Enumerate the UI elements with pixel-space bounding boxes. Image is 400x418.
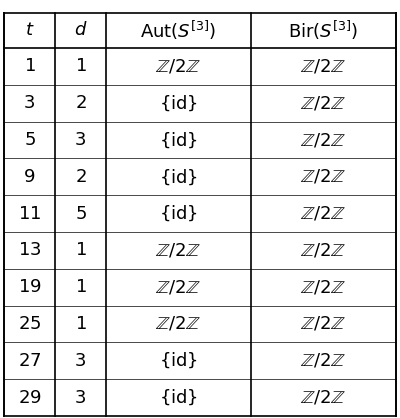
Text: $3$: $3$: [74, 131, 86, 149]
Text: $19$: $19$: [18, 278, 41, 296]
Text: $\mathbb{Z}/2\mathbb{Z}$: $\mathbb{Z}/2\mathbb{Z}$: [300, 57, 346, 76]
Text: $\mathbb{Z}/2\mathbb{Z}$: $\mathbb{Z}/2\mathbb{Z}$: [300, 388, 346, 407]
Text: $\mathbb{Z}/2\mathbb{Z}$: $\mathbb{Z}/2\mathbb{Z}$: [300, 168, 346, 186]
Text: $t$: $t$: [25, 21, 34, 39]
Text: $3$: $3$: [74, 352, 86, 370]
Text: $3$: $3$: [74, 388, 86, 407]
Text: $5$: $5$: [74, 204, 86, 223]
Text: $\mathbb{Z}/2\mathbb{Z}$: $\mathbb{Z}/2\mathbb{Z}$: [300, 315, 346, 333]
Text: $\mathbb{Z}/2\mathbb{Z}$: $\mathbb{Z}/2\mathbb{Z}$: [156, 241, 202, 260]
Text: $1$: $1$: [74, 57, 86, 76]
Text: $1$: $1$: [24, 57, 35, 76]
Text: $\mathrm{Bir}(S^{[3]})$: $\mathrm{Bir}(S^{[3]})$: [288, 19, 358, 42]
Text: $1$: $1$: [74, 241, 86, 260]
Text: $\{\mathrm{id}\}$: $\{\mathrm{id}\}$: [159, 130, 198, 150]
Text: $\mathbb{Z}/2\mathbb{Z}$: $\mathbb{Z}/2\mathbb{Z}$: [300, 94, 346, 112]
Text: $\{\mathrm{id}\}$: $\{\mathrm{id}\}$: [159, 351, 198, 370]
Text: $\{\mathrm{id}\}$: $\{\mathrm{id}\}$: [159, 204, 198, 223]
Text: $\mathbb{Z}/2\mathbb{Z}$: $\mathbb{Z}/2\mathbb{Z}$: [156, 278, 202, 296]
Text: $1$: $1$: [74, 278, 86, 296]
Text: $27$: $27$: [18, 352, 41, 370]
Text: $1$: $1$: [74, 315, 86, 333]
Text: $\mathrm{Aut}(S^{[3]})$: $\mathrm{Aut}(S^{[3]})$: [140, 19, 216, 42]
Text: $\{\mathrm{id}\}$: $\{\mathrm{id}\}$: [159, 388, 198, 407]
Text: $11$: $11$: [18, 204, 41, 223]
Text: $\mathbb{Z}/2\mathbb{Z}$: $\mathbb{Z}/2\mathbb{Z}$: [156, 57, 202, 76]
Text: $\mathbb{Z}/2\mathbb{Z}$: $\mathbb{Z}/2\mathbb{Z}$: [300, 204, 346, 223]
Text: $5$: $5$: [24, 131, 36, 149]
Text: $\mathbb{Z}/2\mathbb{Z}$: $\mathbb{Z}/2\mathbb{Z}$: [300, 278, 346, 296]
Text: $\mathbb{Z}/2\mathbb{Z}$: $\mathbb{Z}/2\mathbb{Z}$: [300, 352, 346, 370]
Text: $\mathbb{Z}/2\mathbb{Z}$: $\mathbb{Z}/2\mathbb{Z}$: [300, 131, 346, 149]
Text: $13$: $13$: [18, 241, 41, 260]
Text: $3$: $3$: [24, 94, 36, 112]
Text: $25$: $25$: [18, 315, 41, 333]
Text: $\{\mathrm{id}\}$: $\{\mathrm{id}\}$: [159, 94, 198, 113]
Text: $2$: $2$: [74, 168, 86, 186]
Text: $\{\mathrm{id}\}$: $\{\mathrm{id}\}$: [159, 167, 198, 186]
Text: $\mathbb{Z}/2\mathbb{Z}$: $\mathbb{Z}/2\mathbb{Z}$: [156, 315, 202, 333]
Text: $2$: $2$: [74, 94, 86, 112]
Text: $d$: $d$: [74, 21, 87, 39]
Text: $\mathbb{Z}/2\mathbb{Z}$: $\mathbb{Z}/2\mathbb{Z}$: [300, 241, 346, 260]
Text: $9$: $9$: [23, 168, 36, 186]
Text: $29$: $29$: [18, 388, 41, 407]
